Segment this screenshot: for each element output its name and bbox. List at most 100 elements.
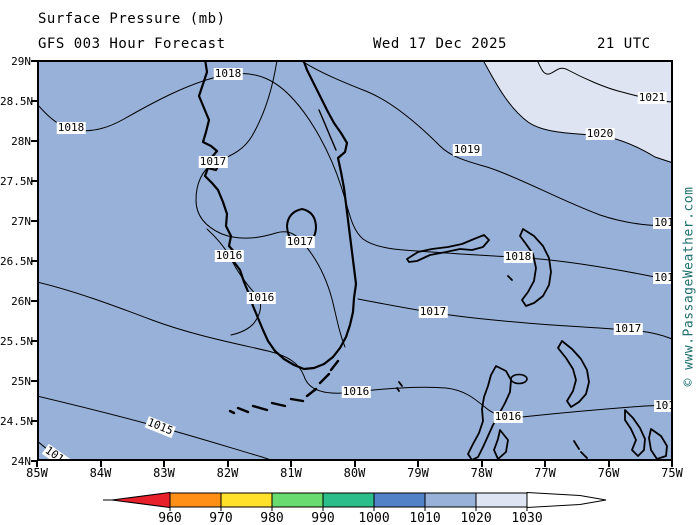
lon-label: 78W [470, 466, 493, 480]
lat-label: 24.5N [0, 415, 34, 428]
lat-label: 28N [11, 135, 31, 148]
lat-label: 24N [11, 455, 31, 468]
lon-label: 84W [89, 466, 112, 480]
eleuthera-island [557, 340, 590, 408]
colorbar-segment [373, 492, 426, 508]
lon-label: 77W [534, 466, 556, 480]
contour-value-label: 101 [653, 271, 673, 284]
lon-label: 75W [661, 466, 683, 480]
map-area: 1018 1018 1017 1019 1020 1021 1017 1018 1016 1016… [37, 60, 673, 461]
lon-tick [607, 461, 610, 467]
colorbar-tick-value: 1010 [409, 511, 440, 525]
lon-tick [480, 461, 483, 467]
contour-value-label: 1018 [56, 121, 86, 134]
colorbar-segment [271, 492, 324, 508]
contour-value-label: 1016 [214, 249, 244, 262]
lat-tick [31, 340, 37, 342]
contour-1017-trough [195, 62, 346, 348]
forecast-date: Wed 17 Dec 2025 [373, 36, 507, 52]
contour-1021 [537, 62, 671, 103]
contour-value-label: 1021 [637, 91, 667, 104]
forecast-model-label: GFS 003 Hour Forecast [38, 36, 226, 52]
lat-tick [31, 140, 37, 142]
contour-value-label: 1020 [585, 127, 615, 140]
colorbar-segment [322, 492, 375, 508]
contour-value-label: 101 [654, 400, 671, 412]
colorbar-tick-value: 1000 [358, 511, 389, 525]
lat-tick [31, 60, 37, 62]
cat-island [648, 428, 668, 459]
colorbar-segments [169, 492, 528, 508]
lon-tick [353, 461, 356, 467]
exuma-island [624, 409, 646, 457]
berry-islands [510, 373, 528, 385]
contour-value-label: 1018 [213, 67, 243, 80]
colorbar-tick-value: 1030 [511, 511, 542, 525]
colorbar-tick-value: 970 [209, 511, 232, 525]
contour-value-label: 1016 [246, 291, 276, 304]
florida-keys [228, 359, 340, 415]
lon-tick [163, 461, 165, 467]
lon-tick [544, 461, 546, 467]
grand-bahama-island [406, 234, 490, 263]
lon-label: 83W [153, 466, 175, 480]
contour-value-label: 1017 [285, 235, 315, 248]
lat-tick [31, 180, 37, 182]
florida-coastline [197, 62, 358, 371]
lat-label: 26.5N [0, 255, 34, 268]
lat-tick [31, 460, 37, 462]
lat-tick [31, 100, 37, 102]
contour-1020 [483, 62, 671, 163]
pressure-map-svg [39, 62, 671, 459]
lon-label: 85W [26, 466, 48, 480]
colorbar-tick-labels: 960 970 980 990 1000 1010 1020 1030 [158, 507, 543, 525]
lon-label: 80W [343, 466, 366, 480]
andros-island [467, 365, 512, 459]
forecast-time: 21 UTC [597, 36, 651, 52]
contour-value-label: 1017 [198, 155, 228, 168]
pressure-colorbar: 960 970 980 990 1000 1010 1020 1030 [103, 491, 607, 525]
contour-value-label: 1017 [418, 305, 448, 318]
contour-value-label: 1018 [503, 250, 533, 263]
high-pressure-region [484, 62, 671, 162]
lat-label: 26N [11, 295, 31, 308]
lon-label: 81W [280, 466, 302, 480]
lat-tick [31, 420, 37, 422]
lat-label: 25.5N [0, 335, 34, 348]
lat-label: 25N [11, 375, 31, 388]
andros-south-island [493, 429, 509, 459]
lat-tick [31, 300, 37, 302]
abaco-island [519, 228, 552, 307]
small-cays [573, 440, 588, 459]
lon-tick [290, 461, 292, 467]
lon-tick [671, 461, 673, 467]
lon-tick [36, 461, 38, 467]
lon-tick [99, 461, 102, 467]
lat-label: 28.5N [0, 95, 34, 108]
lon-tick [417, 461, 419, 467]
lat-tick [31, 260, 37, 262]
contour-1019 [302, 62, 671, 227]
bimini-islands [396, 275, 513, 392]
lat-label: 27.5N [0, 175, 34, 188]
contour-1016-coastal [206, 228, 262, 336]
colorbar-segment [220, 492, 273, 508]
lon-label: 76W [597, 466, 620, 480]
lat-tick [31, 220, 37, 222]
lat-label: 29N [11, 55, 31, 68]
colorbar-segment [169, 492, 222, 508]
lon-label: 82W [216, 466, 239, 480]
colorbar-segment [475, 492, 528, 508]
contour-value-label: 1017 [613, 322, 643, 335]
lat-label: 27N [11, 215, 31, 228]
colorbar-tick-value: 980 [260, 511, 283, 525]
contour-value-label: 1016 [493, 410, 523, 423]
lon-tick [226, 461, 229, 467]
colorbar-tick-value: 990 [311, 511, 334, 525]
cape-canaveral-lagoon [318, 109, 337, 151]
colorbar-segment [424, 492, 477, 508]
colorbar-tick-value: 1020 [460, 511, 491, 525]
contour-value-label: 101 [653, 216, 673, 229]
colorbar-right-arrow [526, 491, 607, 509]
